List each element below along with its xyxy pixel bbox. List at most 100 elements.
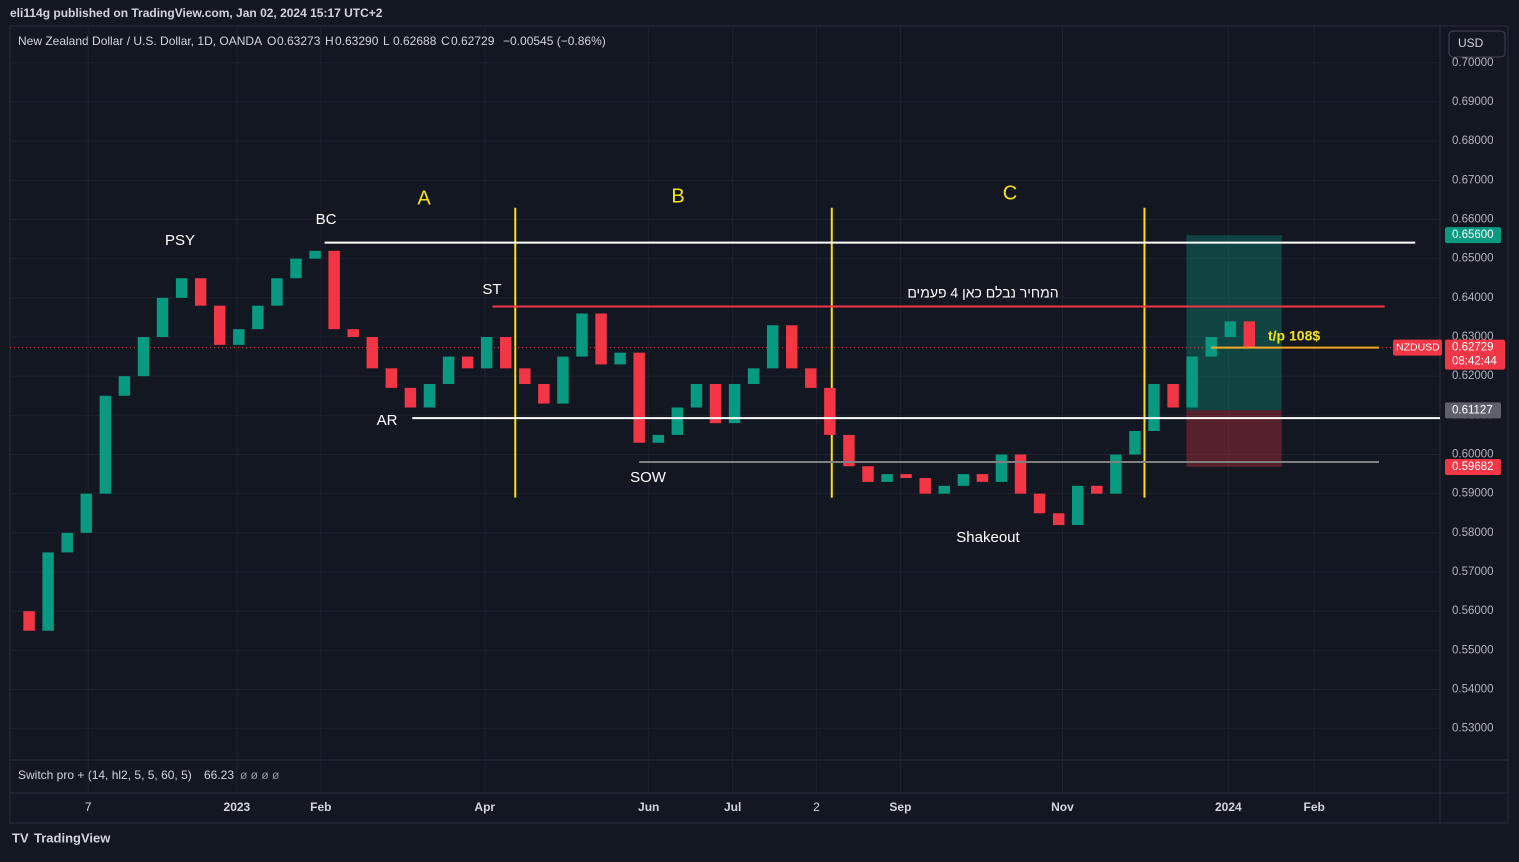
- x-tick-label: 2: [813, 800, 820, 814]
- candle: [1014, 454, 1027, 494]
- label-shakeout: Shakeout: [956, 529, 1020, 546]
- x-tick-label: 2023: [224, 800, 251, 814]
- y-tick-label: 0.54000: [1452, 684, 1494, 696]
- entry-tag: [1445, 402, 1501, 419]
- logo-icon: TV: [12, 830, 29, 845]
- candle: [480, 337, 493, 369]
- symbol-title: New Zealand Dollar / U.S. Dollar, 1D, OA…: [18, 34, 262, 48]
- ohlc-value: 0.62688: [393, 34, 437, 48]
- y-tick-label: 0.70000: [1452, 57, 1494, 69]
- label-st: ST: [482, 281, 501, 298]
- change: −0.00545 (−0.86%): [503, 34, 606, 48]
- candle: [1110, 454, 1122, 494]
- x-tick-label: Jun: [638, 800, 659, 814]
- y-tick-label: 0.56000: [1452, 605, 1494, 617]
- candle: [957, 474, 970, 486]
- ohlc-value: 0.63290: [335, 34, 379, 48]
- symbol-tag-label: NZDUSD: [1396, 341, 1440, 353]
- x-tick-label: Apr: [474, 800, 495, 814]
- candle: [671, 407, 684, 435]
- label-ar: AR: [377, 412, 398, 429]
- countdown-label: 08:42:44: [1452, 356, 1497, 368]
- candle: [728, 384, 741, 424]
- last-price-tag: [1445, 339, 1505, 370]
- y-tick-label: 0.67000: [1452, 174, 1494, 186]
- candle: [328, 250, 340, 330]
- candle: [538, 384, 550, 404]
- candle: [766, 325, 779, 369]
- candle: [366, 337, 378, 369]
- candle: [404, 387, 417, 408]
- x-tick-label: Jul: [724, 800, 741, 814]
- candle: [824, 387, 836, 435]
- x-tick-label: 7: [85, 800, 92, 814]
- candle: [805, 368, 817, 388]
- label-bc: BC: [316, 211, 337, 228]
- candle: [1148, 384, 1160, 431]
- y-tick-label: 0.69000: [1452, 96, 1494, 108]
- stop-tag: [1445, 458, 1501, 475]
- candle: [595, 313, 607, 365]
- position-stop-zone: [1186, 410, 1282, 467]
- y-tick-label: 0.60000: [1452, 449, 1494, 461]
- label-psy: PSY: [165, 232, 195, 249]
- label-phase-c: C: [1003, 182, 1017, 204]
- candle: [347, 329, 359, 337]
- candle: [1243, 321, 1256, 348]
- x-tick-label: Nov: [1051, 800, 1074, 814]
- y-tick-label: 0.68000: [1452, 135, 1494, 147]
- candle: [271, 278, 283, 306]
- y-tick-label: 0.64000: [1452, 292, 1494, 304]
- y-tick-label: 0.59000: [1452, 488, 1494, 500]
- currency-button[interactable]: [1448, 30, 1506, 58]
- candle: [423, 384, 436, 408]
- candle: [557, 356, 569, 404]
- candle: [1052, 513, 1065, 525]
- candle: [1129, 431, 1141, 455]
- candle: [42, 552, 54, 631]
- label-sow: SOW: [630, 469, 667, 486]
- label-tp: t/p 108$: [1268, 328, 1320, 344]
- target-tag: [1445, 227, 1501, 244]
- candle: [156, 297, 169, 337]
- candle: [976, 474, 989, 482]
- candle: [1224, 321, 1236, 337]
- label-phase-b: B: [671, 185, 684, 207]
- entry-tag-label: 0.61127: [1452, 404, 1493, 416]
- candle: [290, 258, 302, 279]
- candle: [252, 305, 264, 330]
- candle: [843, 434, 855, 467]
- candle: [1167, 384, 1179, 408]
- candle: [614, 352, 626, 365]
- candle: [137, 337, 150, 377]
- candle: [690, 384, 703, 408]
- candle: [709, 384, 722, 424]
- ohlc-key: O: [267, 34, 276, 48]
- publisher: eli114g published on TradingView.com, Ja…: [10, 6, 383, 20]
- label-phase-a: A: [417, 187, 431, 209]
- candle: [99, 395, 112, 494]
- ohlc-key: H: [325, 34, 334, 48]
- y-tick-label: 0.53000: [1452, 723, 1494, 735]
- candle: [862, 466, 874, 482]
- candle: [1091, 485, 1103, 494]
- candle: [309, 250, 321, 259]
- symbol-tag: [1393, 339, 1442, 356]
- currency-label[interactable]: USD: [1458, 36, 1484, 50]
- candle: [633, 352, 645, 443]
- candle: [118, 376, 131, 396]
- frame: [9, 25, 1509, 824]
- stop-tag-label: 0.59682: [1452, 461, 1494, 473]
- candle: [938, 485, 950, 494]
- candle: [576, 313, 588, 357]
- x-tick-label: Feb: [1303, 800, 1324, 814]
- candle: [1186, 356, 1198, 408]
- candle: [519, 368, 531, 384]
- candle: [881, 474, 893, 482]
- candle: [1072, 485, 1084, 525]
- candle: [175, 278, 188, 298]
- y-tick-label: 0.66000: [1452, 214, 1494, 226]
- candle: [652, 434, 664, 443]
